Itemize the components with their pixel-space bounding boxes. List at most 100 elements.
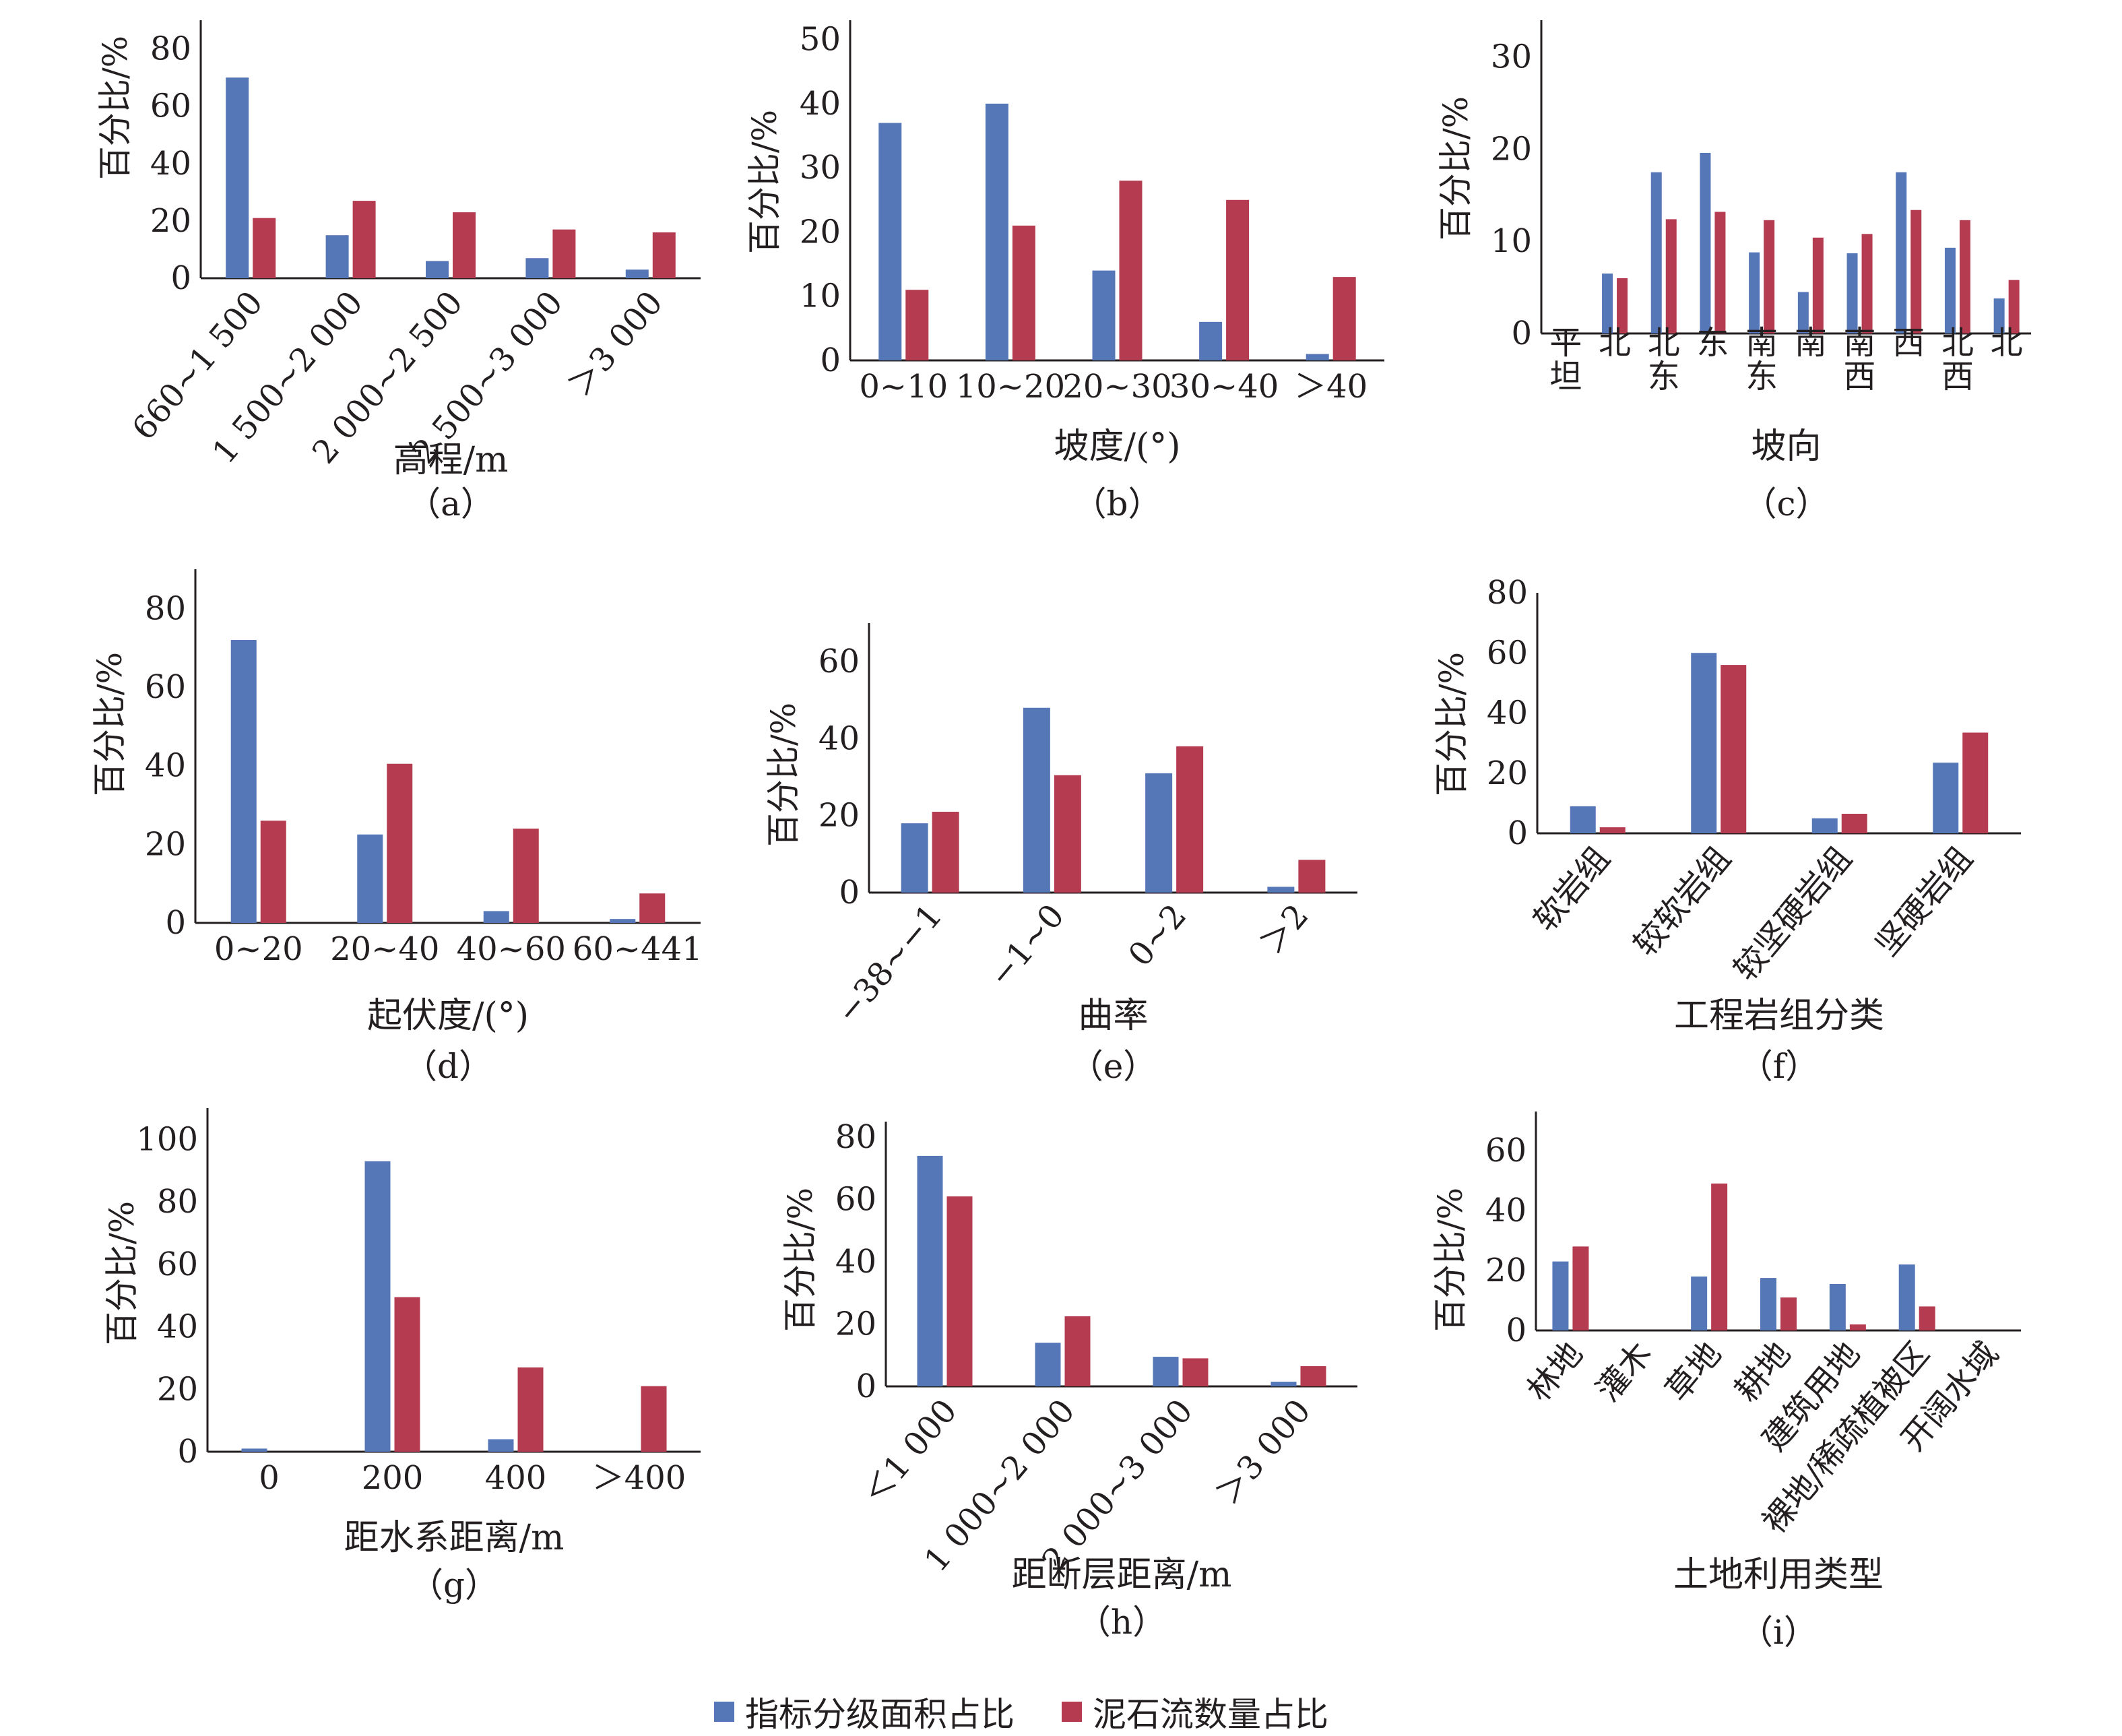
y-tick-label: 60 (1487, 634, 1528, 672)
y-tick-label: 20 (150, 202, 191, 240)
y-tick-label: 20 (1485, 1252, 1526, 1289)
bar-area-f-3 (1933, 763, 1959, 833)
bar-area-d-1 (357, 834, 383, 923)
bar-count-i-0 (1572, 1246, 1589, 1330)
legend-label-count: 泥石流数量占比 (1093, 1695, 1328, 1734)
legend-item-count: 泥石流数量占比 (1062, 1687, 1328, 1736)
bar-count-a-3 (552, 229, 576, 278)
bar-area-b-4 (1306, 354, 1329, 360)
x-tick-label: ＞3 000 (561, 284, 670, 404)
x-axis-label: 坡度/(°) (1054, 426, 1180, 467)
bar-area-c-9 (1993, 298, 2005, 333)
bar-count-f-0 (1599, 827, 1626, 833)
x-axis-label: 距断层距离/m (1012, 1555, 1232, 1595)
bar-count-d-1 (387, 763, 413, 923)
x-tick-label: 0 (259, 1459, 280, 1497)
y-tick-label: 40 (157, 1308, 198, 1346)
bar-area-c-7 (1896, 172, 1907, 333)
x-tick-label: 坚硬岩组 (1868, 840, 1980, 963)
bar-area-i-4 (1829, 1283, 1846, 1330)
bar-area-c-5 (1797, 292, 1809, 333)
x-tick-label: 0~10 (859, 368, 948, 406)
x-tick-label: 西 (1892, 324, 1925, 362)
y-tick-label: 80 (157, 1183, 198, 1221)
bar-area-c-3 (1700, 152, 1711, 334)
bar-count-e-1 (1054, 775, 1081, 893)
bar-count-f-2 (1841, 813, 1867, 833)
y-tick-label: 0 (177, 1433, 198, 1471)
bar-area-h-1 (1035, 1343, 1061, 1386)
bar-count-i-2 (1711, 1183, 1728, 1330)
x-axis-label: 距水系距离/m (344, 1518, 565, 1558)
legend: 指标分级面积占比 泥石流数量占比 (714, 1687, 1376, 1736)
bar-count-g-1 (394, 1297, 420, 1452)
y-axis-label: 百分比/% (745, 110, 784, 254)
panel-caption: （e） (1070, 1047, 1157, 1086)
bar-area-h-0 (917, 1155, 943, 1386)
y-tick-label: 30 (1491, 38, 1532, 76)
y-axis-label: 百分比/% (1436, 96, 1475, 240)
bar-area-i-5 (1898, 1264, 1915, 1330)
bar-count-c-4 (1764, 220, 1775, 333)
y-tick-label: 80 (145, 589, 186, 627)
bar-area-c-4 (1749, 252, 1760, 333)
y-tick-label: 60 (835, 1181, 876, 1219)
bar-count-a-4 (652, 232, 676, 278)
bar-area-c-8 (1944, 247, 1956, 333)
bar-count-c-9 (2008, 280, 2020, 333)
y-tick-label: 0 (165, 904, 186, 942)
x-axis-label: 高程/m (393, 440, 509, 480)
bar-area-d-0 (230, 640, 257, 923)
bar-area-a-0 (226, 77, 249, 278)
x-axis-label: 坡向 (1751, 426, 1821, 467)
bar-area-e-0 (901, 823, 928, 893)
x-tick-label: 0~20 (214, 930, 303, 968)
x-tick-label: 平坦 (1549, 324, 1582, 395)
x-tick-label: 北 (1991, 324, 2023, 362)
bar-count-a-2 (453, 212, 476, 278)
bar-area-c-2 (1650, 172, 1662, 333)
x-tick-label: 南西 (1844, 324, 1876, 395)
y-tick-label: 10 (1491, 222, 1532, 260)
x-tick-label: 草地 (1659, 1335, 1729, 1409)
bar-area-b-0 (878, 123, 902, 361)
bar-area-d-2 (483, 911, 509, 923)
bar-area-b-3 (1199, 321, 1223, 360)
x-axis-label: 曲率 (1078, 996, 1148, 1036)
y-tick-label: 40 (1487, 695, 1528, 732)
y-axis-label: 百分比/% (96, 36, 135, 180)
bar-count-c-1 (1617, 278, 1628, 333)
y-tick-label: 60 (818, 643, 860, 680)
panel-caption: （h） (1077, 1603, 1166, 1642)
bar-count-b-2 (1119, 181, 1143, 360)
y-tick-label: 40 (818, 719, 860, 757)
bar-count-d-0 (260, 821, 286, 923)
x-tick-label: ＜1 000 (856, 1392, 965, 1512)
x-tick-label: ＞40 (1294, 368, 1368, 406)
bar-count-h-2 (1182, 1358, 1209, 1386)
x-tick-label: 北 (1599, 324, 1631, 362)
y-tick-label: 80 (1487, 574, 1528, 612)
y-tick-label: 20 (1491, 130, 1532, 168)
x-axis-label: 土地利用类型 (1673, 1555, 1884, 1595)
x-tick-label: 北东 (1648, 324, 1680, 395)
x-tick-label: 灌木 (1589, 1335, 1660, 1409)
panel-caption: （a） (407, 484, 494, 523)
bar-count-h-0 (946, 1196, 973, 1386)
bar-area-f-2 (1811, 818, 1838, 833)
bar-area-c-1 (1602, 274, 1613, 333)
bar-count-d-3 (639, 893, 666, 923)
bar-area-e-2 (1145, 773, 1173, 893)
bar-area-c-6 (1846, 253, 1858, 333)
bar-area-h-3 (1271, 1382, 1297, 1386)
x-tick-label: ＞400 (592, 1459, 686, 1497)
x-axis-label: 工程岩组分类 (1674, 996, 1884, 1036)
bar-count-c-3 (1714, 212, 1726, 333)
bar-area-i-3 (1760, 1278, 1776, 1330)
bar-count-c-6 (1861, 234, 1873, 333)
